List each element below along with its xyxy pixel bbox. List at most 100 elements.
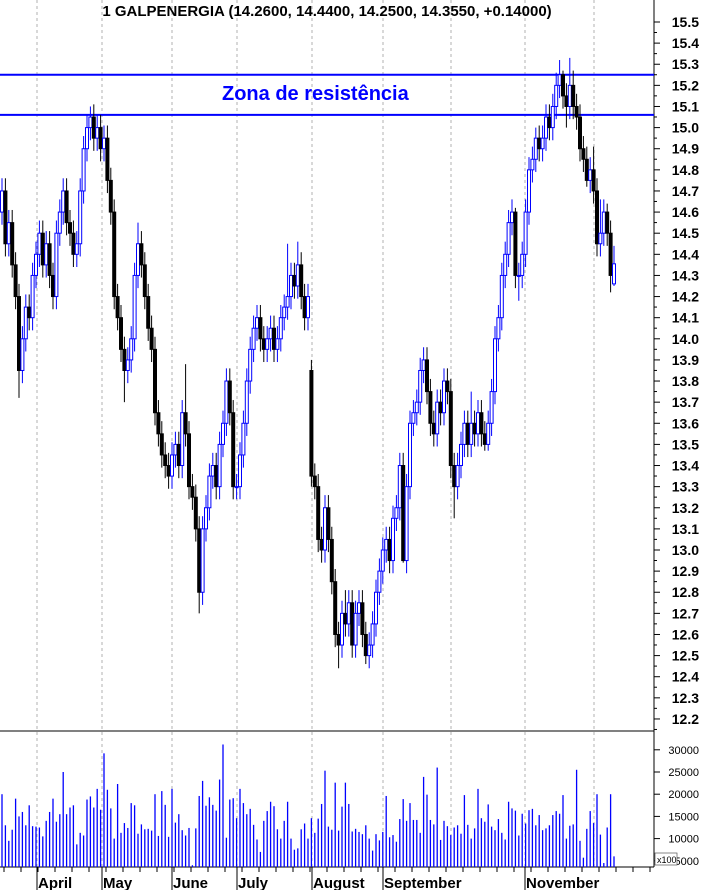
y-tick-label: 13.5 bbox=[672, 436, 699, 452]
candle bbox=[380, 537, 385, 584]
candle-body bbox=[431, 422, 436, 435]
candle-body bbox=[265, 338, 270, 350]
candle bbox=[210, 452, 215, 489]
candle-body bbox=[408, 422, 412, 488]
candle-body bbox=[241, 422, 246, 456]
candle bbox=[350, 590, 355, 658]
candle bbox=[442, 368, 446, 426]
candle-body bbox=[479, 412, 484, 435]
candle bbox=[397, 452, 402, 521]
candle-body bbox=[329, 538, 334, 583]
candle bbox=[499, 262, 504, 331]
candle-body bbox=[156, 412, 161, 435]
candle-body bbox=[88, 116, 93, 129]
candle bbox=[554, 72, 559, 120]
candle bbox=[550, 93, 555, 141]
candle bbox=[34, 241, 38, 289]
candle bbox=[363, 621, 368, 665]
candle-body bbox=[306, 296, 310, 319]
candle bbox=[431, 410, 436, 447]
candle bbox=[57, 199, 62, 246]
candle-body bbox=[78, 190, 83, 245]
candle bbox=[445, 368, 450, 405]
candle bbox=[544, 104, 548, 151]
candle-body bbox=[370, 623, 375, 646]
candle bbox=[319, 526, 324, 563]
candle bbox=[428, 378, 433, 436]
candle-body bbox=[374, 591, 378, 625]
candle bbox=[105, 125, 110, 194]
volume-unit-label: x100 bbox=[657, 855, 677, 865]
candle-body bbox=[95, 127, 100, 139]
candle-body bbox=[278, 317, 283, 340]
candle bbox=[207, 463, 212, 521]
x-tick-label: April bbox=[38, 875, 72, 890]
candle bbox=[132, 262, 137, 352]
candle bbox=[346, 590, 351, 637]
candle-body bbox=[445, 380, 450, 393]
candle bbox=[146, 283, 151, 341]
candle bbox=[455, 452, 460, 500]
candle bbox=[3, 178, 8, 257]
candle bbox=[149, 315, 154, 363]
candle bbox=[527, 157, 531, 225]
y-tick-label: 15.3 bbox=[672, 56, 699, 72]
chart-title: 1 GALPENERGIA (14.2600, 14.4400, 14.2500… bbox=[102, 3, 552, 20]
candle bbox=[476, 400, 480, 447]
candle bbox=[601, 199, 606, 246]
candle bbox=[404, 473, 409, 574]
candle bbox=[255, 305, 259, 341]
candle-body bbox=[363, 633, 368, 657]
candle bbox=[469, 391, 474, 458]
candle bbox=[343, 590, 348, 637]
candle bbox=[421, 347, 426, 384]
candle-body bbox=[520, 253, 525, 276]
y-tick-label: 14.1 bbox=[672, 310, 699, 326]
y-tick-label: 13.0 bbox=[672, 542, 699, 558]
candle bbox=[479, 400, 484, 447]
candle-body bbox=[350, 602, 355, 646]
candle bbox=[78, 178, 83, 257]
candle bbox=[414, 389, 419, 426]
candle-body bbox=[44, 243, 49, 266]
candle-body bbox=[166, 465, 171, 477]
candle-body bbox=[10, 222, 15, 266]
y-tick-label: 13.7 bbox=[672, 394, 699, 410]
candle-body bbox=[319, 538, 324, 551]
candle bbox=[183, 364, 188, 447]
volume-tick-label: 25000 bbox=[668, 767, 699, 779]
candle bbox=[265, 326, 270, 363]
candle bbox=[68, 209, 72, 246]
candle-body bbox=[476, 412, 480, 435]
candle-body bbox=[591, 169, 596, 192]
candle-body bbox=[353, 612, 358, 646]
x-tick-label: August bbox=[313, 875, 365, 890]
candle-body bbox=[367, 644, 372, 657]
candle-body bbox=[574, 105, 579, 118]
candle-body bbox=[170, 454, 174, 477]
candle-body bbox=[248, 348, 253, 382]
candle bbox=[465, 410, 470, 458]
candle bbox=[584, 146, 589, 187]
candle-body bbox=[510, 211, 514, 224]
candle bbox=[408, 410, 412, 500]
candle-body bbox=[132, 274, 137, 340]
candle-body bbox=[47, 243, 52, 276]
candle-body bbox=[295, 264, 300, 287]
candle-body bbox=[3, 190, 8, 245]
candle-body bbox=[57, 211, 62, 234]
y-tick-label: 12.6 bbox=[672, 626, 699, 642]
candle bbox=[489, 378, 494, 436]
candle-body bbox=[102, 137, 106, 150]
candle bbox=[10, 209, 15, 278]
candle-body bbox=[309, 369, 314, 477]
candle-body bbox=[275, 338, 280, 350]
candle bbox=[295, 241, 300, 299]
candle-body bbox=[435, 401, 440, 435]
candle-body bbox=[421, 359, 426, 371]
candle-body bbox=[472, 422, 477, 435]
candle-body bbox=[523, 211, 528, 255]
candle-body bbox=[533, 137, 538, 160]
y-tick-label: 14.0 bbox=[672, 331, 699, 347]
y-tick-label: 12.5 bbox=[672, 648, 699, 664]
